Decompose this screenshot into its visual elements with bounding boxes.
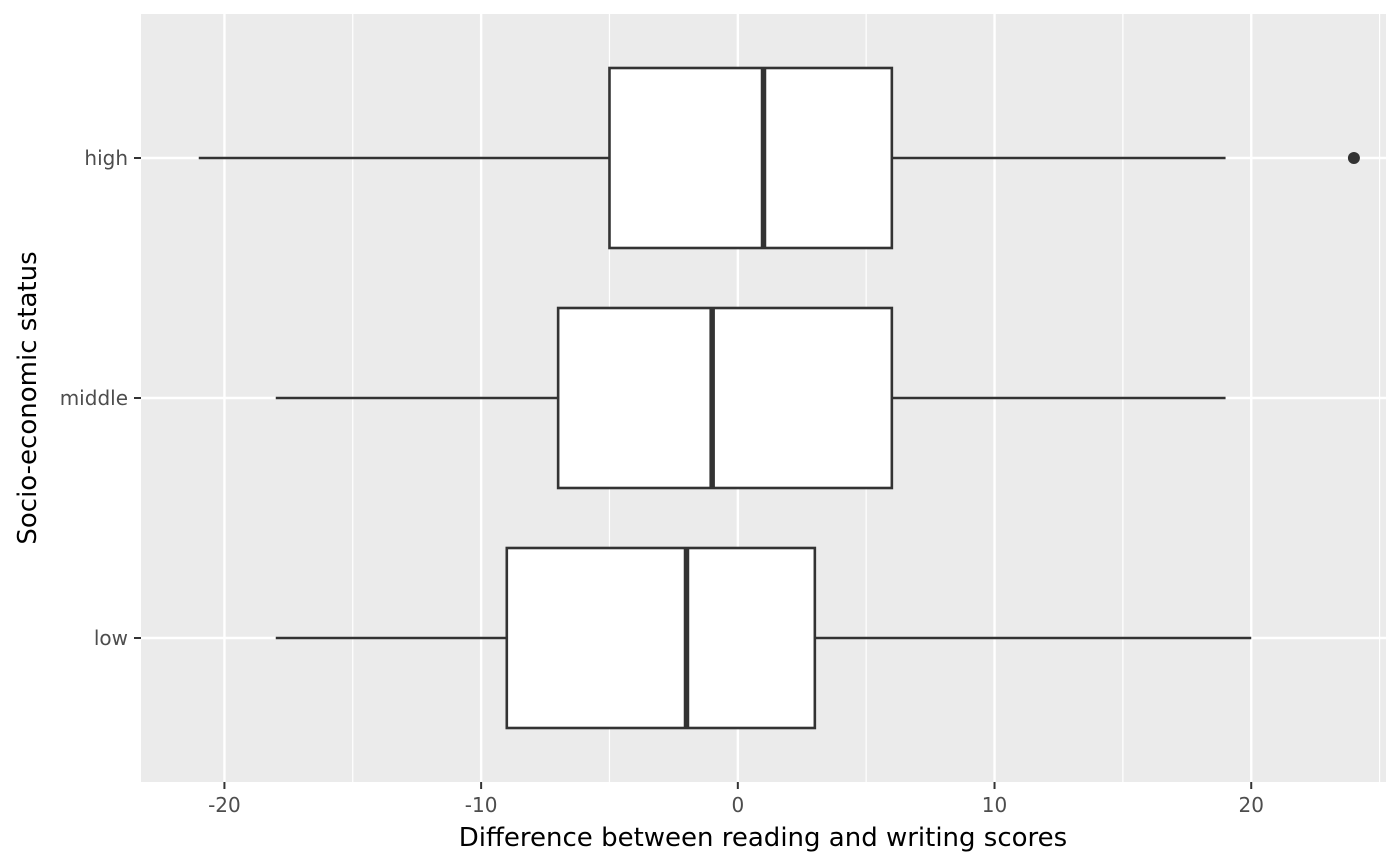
- outlier-point: [1347, 152, 1360, 164]
- x-axis-title: Difference between reading and writing s…: [459, 823, 1067, 853]
- y-tick-label: high: [84, 146, 128, 170]
- x-tick-label: -10: [465, 793, 498, 817]
- y-axis-title: Socio-economic status: [13, 251, 43, 544]
- box-high: [198, 66, 1360, 250]
- y-tick-label: low: [94, 626, 128, 650]
- box-low: [275, 546, 1252, 730]
- x-tick-label: -20: [208, 793, 241, 817]
- iqr-box: [505, 546, 817, 730]
- iqr-box: [608, 66, 894, 250]
- boxes: [198, 66, 1360, 730]
- x-tick-label: 20: [1239, 793, 1264, 817]
- iqr-box: [556, 306, 894, 490]
- x-tick-label: 0: [731, 793, 744, 817]
- box-middle: [275, 306, 1226, 490]
- x-tick-label: 10: [982, 793, 1007, 817]
- x-axis: -20 -10 0 10 20: [208, 782, 1264, 817]
- y-axis: low middle high: [60, 146, 141, 650]
- y-tick-label: middle: [60, 386, 128, 410]
